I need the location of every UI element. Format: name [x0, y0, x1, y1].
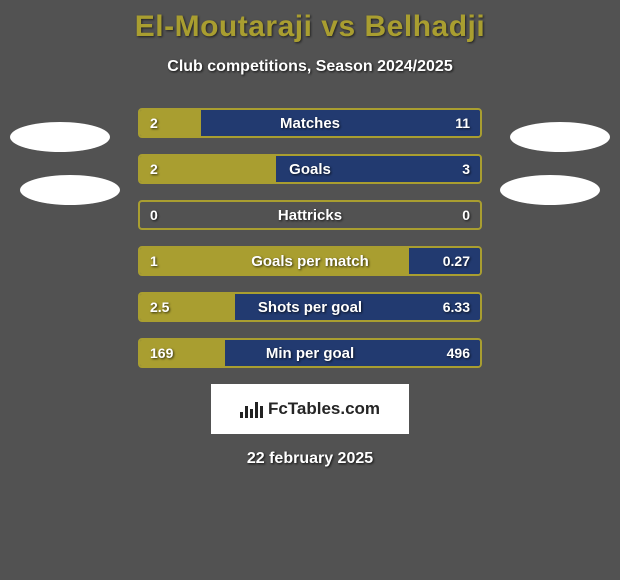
comparison-infographic: El-Moutaraji vs Belhadji Club competitio… [0, 0, 620, 580]
page-title: El-Moutaraji vs Belhadji [0, 0, 620, 44]
brand-text: FcTables.com [268, 399, 380, 419]
subtitle: Club competitions, Season 2024/2025 [0, 44, 620, 76]
vs-separator: vs [321, 10, 355, 43]
stat-row: 2.56.33Shots per goal [138, 292, 482, 322]
stat-label: Hattricks [140, 202, 480, 228]
player2-name: Belhadji [365, 10, 486, 43]
stat-label: Goals per match [140, 248, 480, 274]
player1-name: El-Moutaraji [135, 10, 313, 43]
stat-label: Goals [140, 156, 480, 182]
stats-container: 211Matches 23Goals 00Hattricks 10.27Goals p… [138, 108, 482, 368]
team-logo-right-1 [510, 122, 610, 152]
date-label: 22 february 2025 [0, 434, 620, 468]
team-logo-left-2 [20, 175, 120, 205]
stat-row: 10.27Goals per match [138, 246, 482, 276]
stat-row: 23Goals [138, 154, 482, 184]
stat-row: 00Hattricks [138, 200, 482, 230]
stat-label: Min per goal [140, 340, 480, 366]
brand-bars-icon [240, 400, 262, 418]
team-logo-right-2 [500, 175, 600, 205]
team-logo-left-1 [10, 122, 110, 152]
stat-row: 211Matches [138, 108, 482, 138]
stat-label: Shots per goal [140, 294, 480, 320]
stat-label: Matches [140, 110, 480, 136]
brand-box: FcTables.com [211, 384, 409, 434]
stat-row: 169496Min per goal [138, 338, 482, 368]
